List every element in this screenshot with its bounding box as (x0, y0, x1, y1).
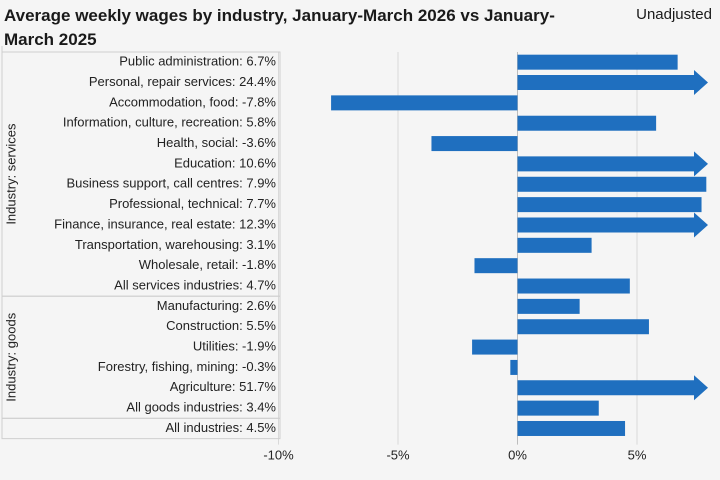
x-tick-label: 0% (508, 448, 527, 463)
bar (431, 136, 518, 152)
category-label: All goods industries: 3.4% (126, 400, 276, 415)
chart-title: Average weekly wages by industry, Januar… (4, 6, 555, 49)
bar (510, 359, 518, 375)
category-label: Education: 10.6% (174, 155, 276, 170)
category-label: Professional, technical: 7.7% (109, 196, 276, 211)
category-label: Business support, call centres: 7.9% (66, 176, 276, 191)
x-tick-label: -5% (386, 448, 410, 463)
bar (517, 420, 626, 436)
category-label: Transportation, warehousing: 3.1% (75, 237, 277, 252)
category-label: Public administration: 6.7% (119, 54, 276, 69)
category-label: Construction: 5.5% (166, 318, 276, 333)
bar-arrow (517, 70, 708, 96)
bar (517, 278, 630, 294)
bar (517, 400, 599, 416)
category-label: Wholesale, retail: -1.8% (139, 257, 277, 272)
bar (517, 319, 649, 335)
bar (517, 298, 580, 314)
bar (517, 54, 678, 70)
bar (331, 95, 518, 111)
bar (517, 176, 707, 192)
category-label: Manufacturing: 2.6% (157, 298, 277, 313)
category-label: Health, social: -3.6% (157, 135, 277, 150)
category-label: Finance, insurance, real estate: 12.3% (54, 216, 276, 231)
unadjusted-badge: Unadjusted (636, 6, 712, 23)
bar-arrow (517, 375, 708, 401)
x-tick-label: -10% (263, 448, 294, 463)
category-label: All industries: 4.5% (165, 420, 276, 435)
category-label: Utilities: -1.9% (193, 339, 277, 354)
category-label: Forestry, fishing, mining: -0.3% (98, 359, 277, 374)
x-tick-label: 5% (628, 448, 647, 463)
group-label: Industry: services (3, 123, 18, 225)
bar-arrow (517, 151, 708, 177)
category-label: Agriculture: 51.7% (170, 379, 277, 394)
bar (517, 237, 592, 253)
bar (474, 258, 518, 274)
category-label: Information, culture, recreation: 5.8% (63, 115, 277, 130)
category-label: Accommodation, food: -7.8% (109, 94, 276, 109)
group-box (1, 417, 281, 440)
bar (517, 197, 702, 213)
bar-arrow (517, 212, 708, 238)
group-label: Industry: goods (3, 312, 18, 401)
category-label: Personal, repair services: 24.4% (89, 74, 277, 89)
bar (472, 339, 518, 355)
category-label: All services industries: 4.7% (114, 277, 276, 292)
bar (517, 115, 657, 131)
